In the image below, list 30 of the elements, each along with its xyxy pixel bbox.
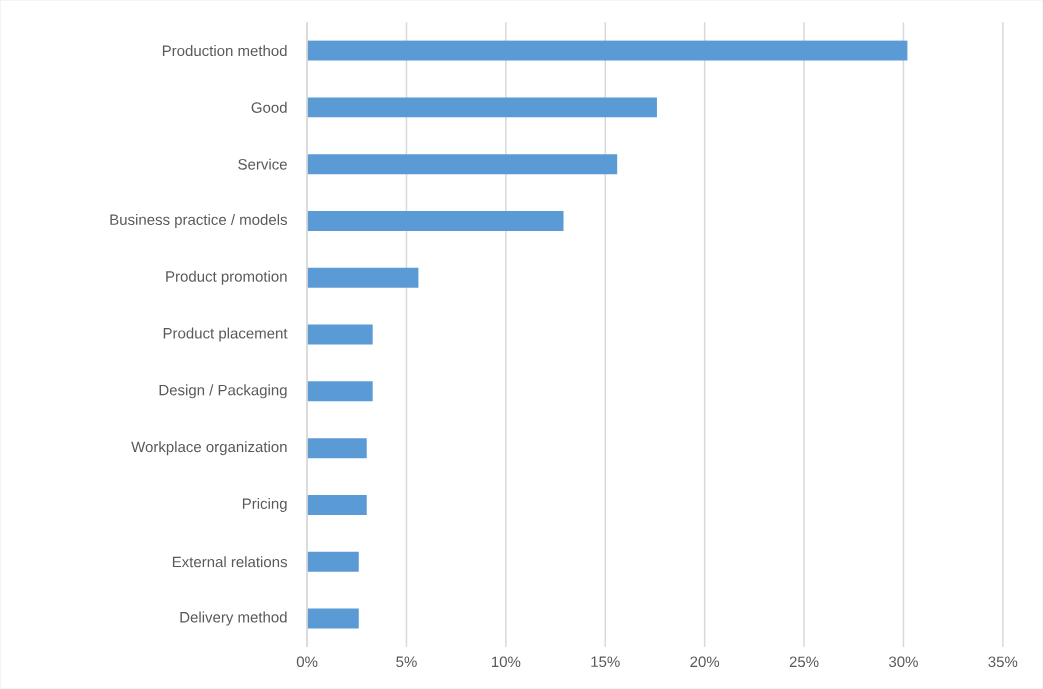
y-tick-label: Delivery method bbox=[180, 611, 287, 626]
y-tick-label: Pricing bbox=[242, 497, 287, 512]
x-tick-label: 0% bbox=[296, 656, 318, 668]
bar bbox=[307, 97, 657, 118]
bar bbox=[307, 40, 908, 61]
bar bbox=[307, 608, 359, 629]
bar bbox=[307, 154, 618, 175]
x-tick-label: 5% bbox=[396, 656, 417, 667]
y-tick-label: Service bbox=[238, 158, 287, 170]
bar bbox=[307, 381, 373, 402]
y-tick-label: Production method bbox=[162, 45, 287, 57]
bar bbox=[307, 551, 359, 572]
x-tick-label: 20% bbox=[690, 656, 720, 668]
y-tick-label: External relations bbox=[172, 556, 287, 568]
x-tick-label: 25% bbox=[789, 656, 819, 668]
y-tick-label: Good bbox=[251, 101, 287, 113]
y-tick-label: Design / Packaging bbox=[159, 384, 287, 399]
x-tick-label: 15% bbox=[591, 656, 620, 667]
bar bbox=[307, 438, 367, 459]
bar bbox=[307, 324, 373, 345]
x-tick-label: 30% bbox=[888, 656, 918, 668]
y-tick-label: Product placement bbox=[163, 327, 288, 342]
y-tick-label: Workplace organization bbox=[131, 441, 287, 456]
bar bbox=[307, 210, 564, 231]
y-tick-label: Business practice / models bbox=[110, 213, 287, 228]
bar bbox=[307, 494, 367, 515]
y-tick-label: Product promotion bbox=[166, 270, 287, 285]
x-tick-label: 35% bbox=[988, 656, 1018, 668]
bar bbox=[307, 267, 419, 288]
x-tick-label: 10% bbox=[492, 656, 521, 668]
